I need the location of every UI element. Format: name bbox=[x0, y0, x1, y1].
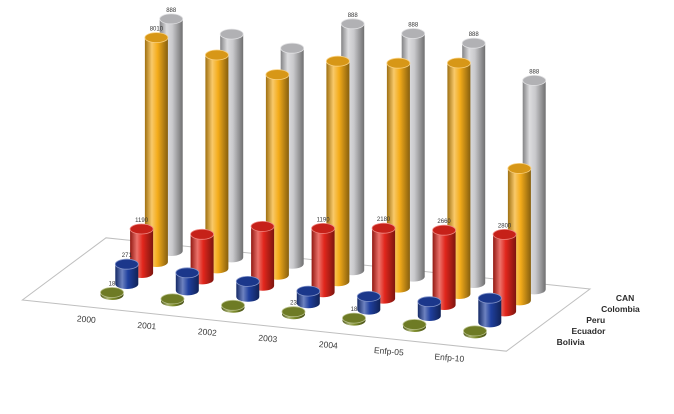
bar-ecuador-5 bbox=[417, 296, 442, 321]
category-label: 2000 bbox=[77, 313, 97, 325]
category-label: 2001 bbox=[137, 320, 157, 332]
bar-top bbox=[296, 285, 321, 297]
bar-body bbox=[251, 226, 275, 291]
bar-top bbox=[311, 222, 336, 234]
bar-top bbox=[144, 32, 169, 43]
bar-top bbox=[371, 222, 396, 234]
bar-top bbox=[219, 28, 244, 40]
bar-body bbox=[115, 264, 139, 289]
category-label: 2003 bbox=[258, 333, 278, 345]
bar-body bbox=[175, 272, 199, 296]
series-label: Colombia bbox=[601, 304, 640, 314]
bar-ecuador-2 bbox=[235, 275, 260, 302]
bar-body bbox=[432, 230, 456, 310]
bar-top bbox=[507, 162, 532, 174]
bar-peru-5: 2660 bbox=[432, 219, 457, 310]
bar-top bbox=[461, 37, 486, 49]
bar-body bbox=[144, 37, 168, 267]
bar-bolivia-2 bbox=[221, 299, 245, 313]
bar-top bbox=[129, 223, 154, 235]
bar-top bbox=[160, 293, 185, 305]
bar-colombia-1 bbox=[204, 49, 229, 274]
data-label: 8010 bbox=[150, 27, 164, 33]
bar-bolivia-4: 18 bbox=[342, 307, 366, 326]
data-label: 23 bbox=[290, 301, 297, 307]
bar-top bbox=[190, 228, 215, 240]
bar-top bbox=[204, 49, 229, 61]
bar-ecuador-0: 271 bbox=[114, 253, 139, 289]
bar-bolivia-1 bbox=[160, 293, 185, 307]
data-label: 271 bbox=[122, 253, 133, 259]
bar-peru-2 bbox=[250, 220, 275, 291]
data-label: 2180 bbox=[377, 217, 391, 223]
bar-bolivia-3: 23 bbox=[281, 301, 306, 320]
bar-top bbox=[114, 258, 139, 270]
data-label: 1190 bbox=[135, 218, 149, 224]
bar-top bbox=[235, 275, 260, 287]
category-label: 2004 bbox=[319, 339, 339, 351]
bar-top bbox=[342, 312, 366, 324]
bar-body bbox=[417, 301, 441, 321]
bar-ecuador-1 bbox=[175, 267, 200, 296]
bar-ecuador-4 bbox=[356, 290, 381, 315]
category-axis-labels: 2000 2001 2002 2003 2004 Enfp-05 Enfp-10 bbox=[77, 313, 465, 364]
bar-peru-4: 2180 bbox=[371, 217, 396, 304]
chart-bars: 888 888 888 888 888 8010 1190 1190 2180 2660 2800 2… bbox=[100, 8, 547, 339]
bar-bolivia-6 bbox=[463, 325, 487, 339]
bar-top bbox=[432, 224, 457, 236]
bar-top bbox=[386, 57, 411, 69]
data-label: 888 bbox=[408, 23, 419, 29]
bar-top bbox=[221, 299, 245, 311]
category-label: 2002 bbox=[198, 326, 218, 338]
bar-top bbox=[325, 55, 350, 67]
data-label: 2800 bbox=[498, 223, 512, 229]
bar-top bbox=[280, 42, 305, 54]
bar-top bbox=[175, 267, 200, 279]
bar-top bbox=[159, 13, 184, 25]
bar-top bbox=[265, 69, 290, 80]
bar-top bbox=[401, 28, 426, 39]
category-label: Enfp-10 bbox=[434, 351, 465, 364]
data-label: 888 bbox=[529, 69, 540, 75]
bar-top bbox=[250, 220, 275, 232]
bar-top bbox=[446, 57, 471, 69]
bar-top bbox=[417, 296, 442, 308]
bar-ecuador-3 bbox=[296, 285, 321, 309]
data-label: 18 bbox=[351, 307, 358, 313]
bar-colombia-0: 8010 bbox=[144, 27, 169, 267]
data-label: 2660 bbox=[437, 219, 451, 225]
data-label: 888 bbox=[469, 32, 480, 38]
bar-top bbox=[492, 228, 517, 240]
bar-bolivia-0: 18 bbox=[100, 282, 124, 300]
bar-top bbox=[522, 75, 547, 86]
data-label: 888 bbox=[348, 13, 359, 19]
bar-body bbox=[236, 281, 260, 302]
bar-bolivia-5 bbox=[402, 319, 427, 332]
bar-ecuador-6 bbox=[477, 292, 502, 328]
bar-top bbox=[100, 287, 124, 298]
bar-top bbox=[477, 292, 502, 304]
bar-top bbox=[281, 306, 306, 318]
data-label: 888 bbox=[166, 8, 177, 14]
data-label: 18 bbox=[109, 282, 116, 288]
bar-body bbox=[311, 228, 335, 298]
bar-peru-3: 1190 bbox=[311, 217, 336, 298]
series-label: CAN bbox=[616, 293, 634, 303]
bar-top bbox=[340, 18, 365, 30]
bar-top bbox=[402, 319, 427, 330]
bar-body bbox=[478, 298, 502, 328]
bar-body bbox=[205, 55, 229, 274]
series-label: Peru bbox=[586, 315, 605, 325]
series-label: Ecuador bbox=[571, 326, 606, 336]
series-label: Bolivia bbox=[557, 337, 585, 347]
category-label: Enfp-05 bbox=[374, 345, 405, 358]
bar-top bbox=[463, 325, 487, 337]
data-label: 1190 bbox=[317, 217, 331, 223]
bar-body bbox=[372, 228, 396, 304]
bar-top bbox=[356, 290, 381, 302]
